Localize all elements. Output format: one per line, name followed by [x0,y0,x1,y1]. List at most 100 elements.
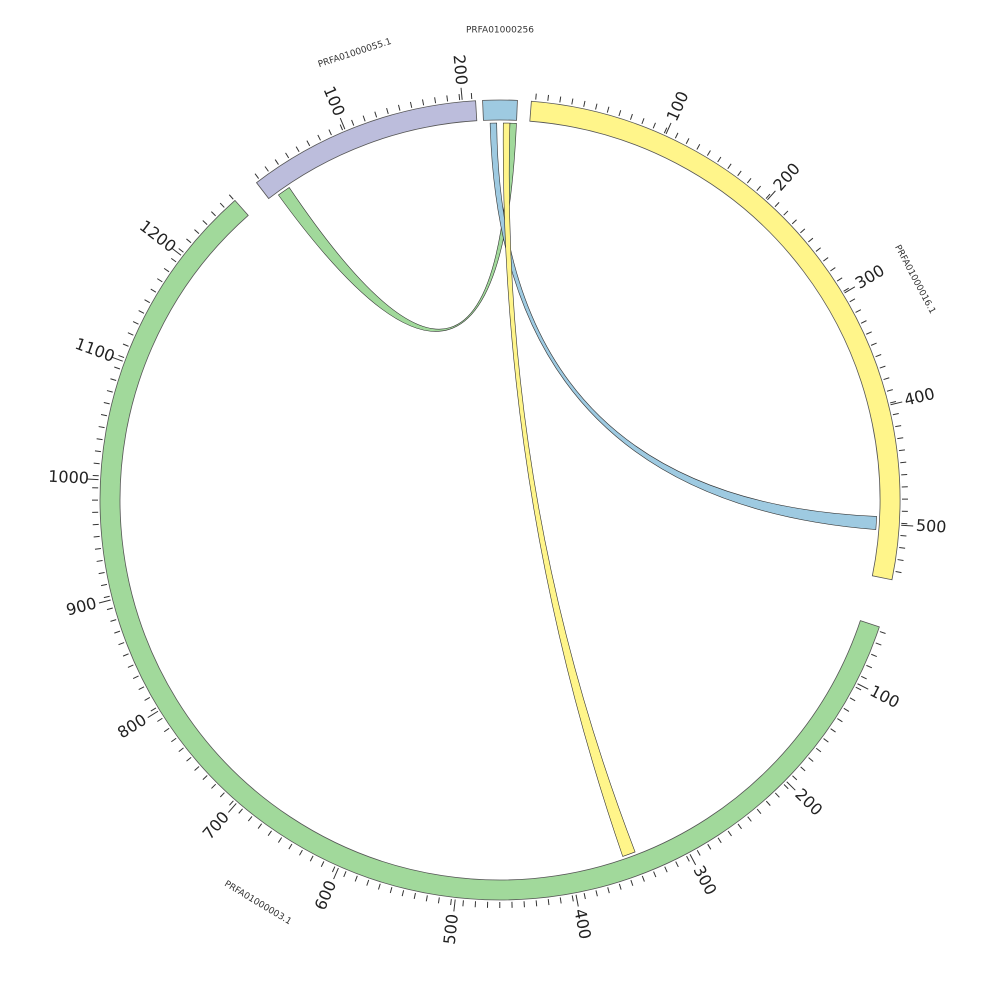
links-layer [277,122,877,857]
minor-tick [823,738,829,743]
minor-tick [114,366,121,370]
minor-tick [163,267,170,273]
major-tick [786,781,796,791]
major-tick [890,401,903,406]
minor-tick [674,132,679,139]
minor-tick [559,96,562,103]
minor-tick [264,166,269,172]
minor-tick [267,830,272,837]
minor-tick [285,152,290,159]
minor-tick [446,95,449,102]
major-tick [98,599,111,604]
tick-label: 100 [320,83,349,119]
minor-tick [274,159,279,165]
minor-tick [163,727,170,733]
minor-tick [178,747,184,752]
minor-tick [583,892,586,900]
minor-tick [328,129,332,136]
major-tick [453,899,456,912]
minor-tick [883,377,890,381]
minor-tick [247,816,253,822]
minor-tick [103,401,110,405]
minor-tick [808,757,814,762]
minor-tick [331,866,336,873]
minor-tick [871,653,877,657]
minor-tick [765,800,771,806]
minor-tick [309,855,314,862]
segments-layer [99,99,901,901]
minor-tick [354,875,358,882]
minor-tick [870,342,877,346]
major-tick [460,87,463,100]
minor-tick [144,299,151,304]
minor-tick [595,103,598,110]
minor-tick [202,775,208,780]
minor-tick [583,100,586,107]
segment-label-s55: PRFA01000055.1 [317,37,393,70]
segment-label-s256: PRFA01000256 [466,26,534,36]
minor-tick [898,449,905,452]
minor-tick [875,354,882,358]
minor-tick [765,193,771,199]
major-tick [111,356,123,362]
minor-tick [100,583,108,587]
minor-tick [150,288,157,293]
minor-tick [389,887,393,894]
minor-tick [837,718,843,723]
minor-tick [707,843,712,850]
minor-tick [339,124,343,131]
minor-tick [462,900,464,907]
minor-tick [351,119,355,126]
minor-tick [320,861,325,867]
minor-tick [571,895,574,902]
minor-tick [875,642,882,646]
minor-tick [783,210,789,216]
minor-tick [792,775,798,781]
minor-tick [132,321,139,325]
minor-tick [855,309,862,313]
minor-tick [138,686,145,691]
minor-tick [288,843,293,850]
segment-s16 [529,100,901,581]
minor-tick [202,220,208,225]
segment-s3 [99,199,880,901]
minor-tick [843,287,849,292]
major-tick [575,894,579,907]
minor-tick [127,664,134,668]
tick-label: 100 [867,681,903,712]
minor-tick [815,747,822,753]
tick-label: 1200 [136,216,180,256]
minor-tick [94,548,101,550]
minor-tick [458,94,461,101]
segment-label-s3: PRFA01000003.1 [222,879,293,927]
major-tick [767,190,776,201]
minor-tick [397,104,401,111]
minor-tick [254,173,260,179]
minor-tick [886,389,893,392]
tick-label: 500 [440,913,462,945]
minor-tick [401,890,405,897]
minor-tick [879,631,886,634]
minor-tick [900,534,907,537]
minor-tick [343,871,347,878]
minor-tick [800,766,806,772]
minor-tick [127,332,134,336]
minor-tick [229,800,234,806]
minor-tick [277,837,283,843]
minor-tick [118,642,125,646]
minor-tick [219,202,225,208]
minor-tick [547,94,550,101]
tick-label: 300 [852,261,888,293]
tick-label: 500 [915,516,947,537]
minor-tick [114,630,121,634]
major-tick [333,867,339,880]
segment-s256 [482,99,518,121]
minor-tick [717,156,722,163]
major-tick [147,710,159,718]
minor-tick [897,437,904,440]
tick-label: 600 [311,877,341,913]
minor-tick [774,792,780,798]
minor-tick [653,871,657,878]
link-yellow [502,122,636,857]
tick-label: 100 [663,88,693,124]
